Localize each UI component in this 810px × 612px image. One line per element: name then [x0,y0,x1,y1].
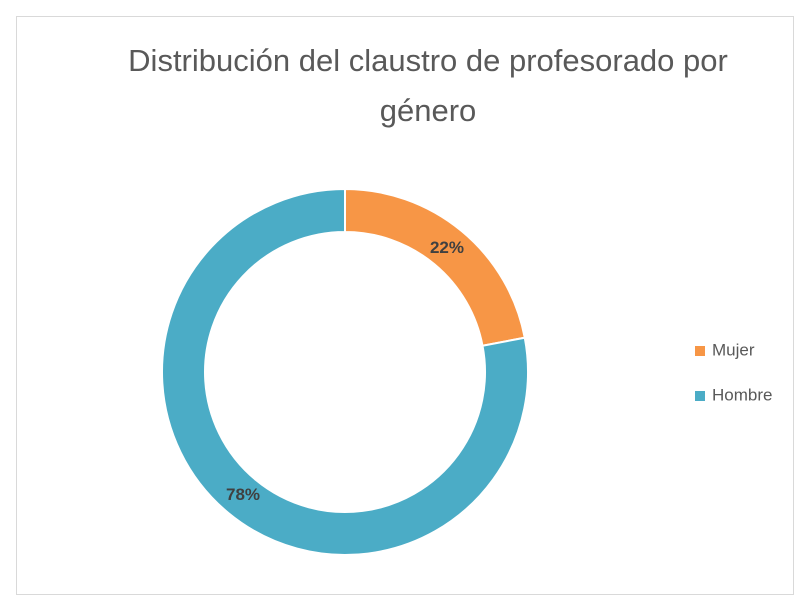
donut-slice [161,187,529,556]
chart-title: Distribución del claustro de profesorado… [128,43,728,128]
legend-label: Hombre [712,385,772,404]
data-label: 22% [430,238,464,257]
legend-swatch [695,346,705,356]
legend-label: Mujer [712,340,755,359]
data-label: 78% [226,485,260,504]
legend-swatch [695,391,705,401]
